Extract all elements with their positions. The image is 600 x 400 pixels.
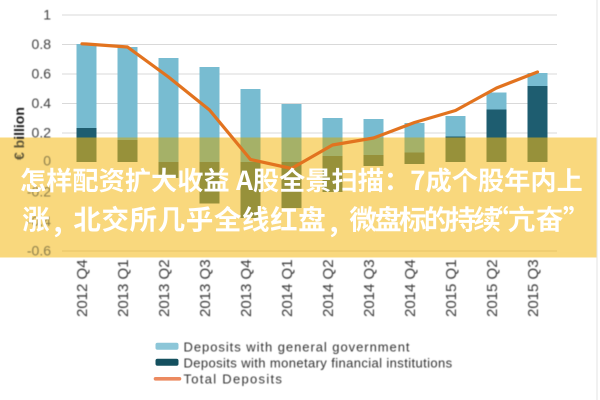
svg-text:2012 Q4: 2012 Q4 (74, 259, 91, 317)
svg-text:Deposits with monetary financi: Deposits with monetary financial institu… (184, 356, 453, 371)
svg-text:€ billion: € billion (11, 107, 27, 160)
svg-text:2014 Q4: 2014 Q4 (402, 259, 419, 317)
svg-text:2014 Q3: 2014 Q3 (361, 259, 378, 317)
svg-text:-0.6: -0.6 (27, 243, 51, 259)
svg-text:0.6: 0.6 (32, 66, 52, 82)
svg-text:2013 Q2: 2013 Q2 (156, 259, 173, 317)
svg-text:1: 1 (43, 7, 51, 23)
svg-text:0: 0 (43, 153, 51, 169)
svg-text:2015 Q1: 2015 Q1 (443, 259, 460, 317)
svg-text:Total Deposits: Total Deposits (184, 372, 284, 387)
svg-text:2015 Q2: 2015 Q2 (484, 259, 501, 317)
svg-text:2013 Q4: 2013 Q4 (238, 259, 255, 317)
svg-text:0.2: 0.2 (32, 125, 52, 141)
svg-text:2013 Q3: 2013 Q3 (197, 259, 214, 317)
svg-text:2014 Q1: 2014 Q1 (279, 259, 296, 317)
svg-text:0.8: 0.8 (32, 36, 52, 52)
svg-text:2015 Q3: 2015 Q3 (525, 259, 542, 317)
svg-text:Deposits with general governme: Deposits with general government (184, 340, 411, 355)
svg-text:2014 Q2: 2014 Q2 (320, 259, 337, 317)
svg-text:0.4: 0.4 (32, 95, 52, 111)
svg-text:2013 Q1: 2013 Q1 (115, 259, 132, 317)
